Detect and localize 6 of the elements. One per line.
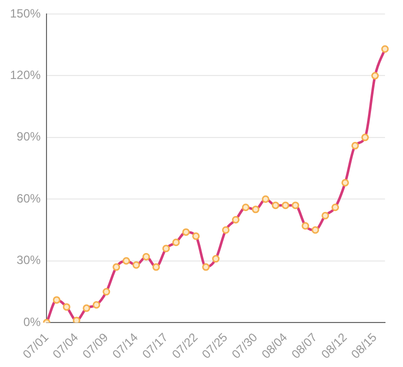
y-tick-label: 0%	[23, 314, 42, 329]
y-tick-label: 30%	[16, 253, 42, 268]
y-tick-label: 90%	[16, 130, 42, 144]
y-tick-label: 150%	[10, 6, 42, 20]
y-tick-label: 120%	[10, 68, 42, 82]
y-tick-label: 60%	[16, 191, 42, 206]
